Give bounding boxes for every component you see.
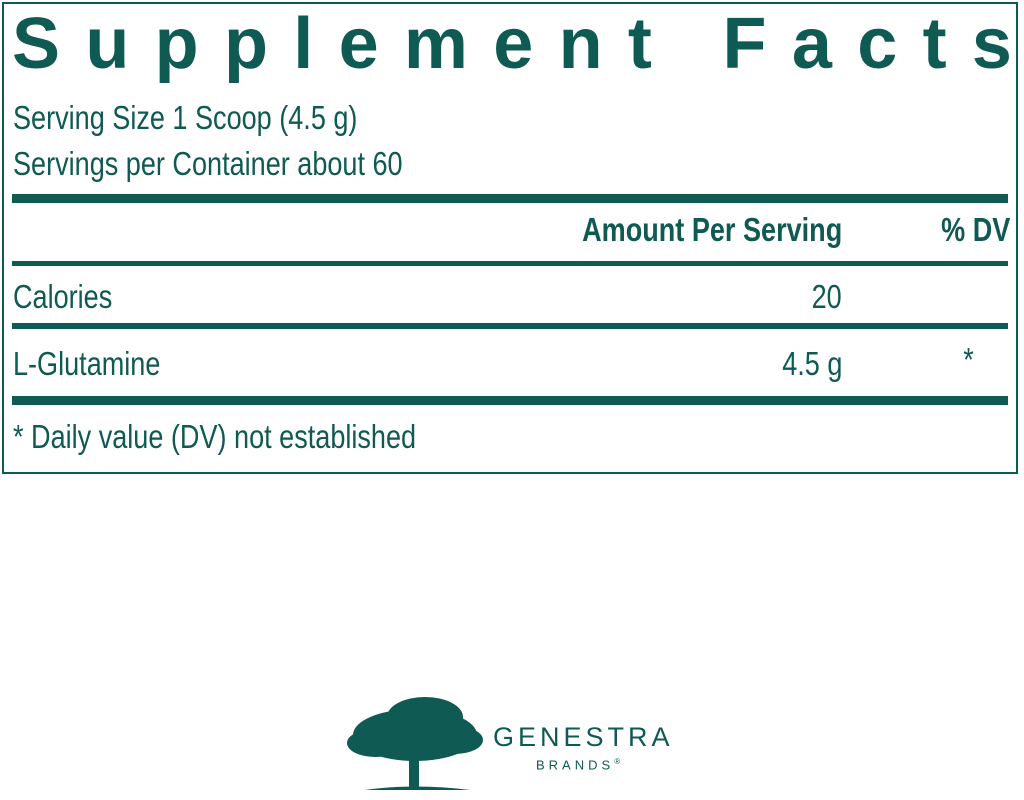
thick-divider xyxy=(12,194,1008,203)
divider xyxy=(12,261,1008,266)
title-letter: e xyxy=(493,4,534,84)
title-letter: p xyxy=(154,4,199,84)
footnote: * Daily value (DV) not established xyxy=(13,418,417,455)
brand-subtitle: BRANDS® xyxy=(536,757,620,772)
servings-per-container: Servings per Container about 60 xyxy=(13,145,403,182)
title-letter: l xyxy=(293,4,314,84)
row-name: Calories xyxy=(13,278,113,315)
title-letter: t xyxy=(627,4,652,84)
title-letter: p xyxy=(223,4,268,84)
brand-sub: BRANDS xyxy=(536,757,615,773)
supplement-facts-panel xyxy=(2,2,1018,474)
title-letter: m xyxy=(403,4,468,84)
title-letter: F xyxy=(722,4,767,84)
tree-logo-icon xyxy=(347,697,483,790)
title-letter: e xyxy=(338,4,379,84)
registered-mark: ® xyxy=(614,757,621,766)
thick-divider xyxy=(12,396,1008,405)
title-letter: S xyxy=(12,4,61,84)
brand-name: GENESTRA xyxy=(493,722,674,752)
title-letter xyxy=(677,4,697,84)
row-amount: 20 xyxy=(811,278,842,315)
row-amount: 4.5 g xyxy=(781,345,842,382)
row-name: L-Glutamine xyxy=(13,345,161,382)
row-dv: * xyxy=(963,341,974,378)
dv-header: % DV xyxy=(940,211,1010,248)
title-letter: s xyxy=(971,4,1012,84)
title-letter: t xyxy=(922,4,947,84)
amount-per-serving-header: Amount Per Serving xyxy=(581,211,842,248)
divider xyxy=(12,323,1008,329)
title-letter: n xyxy=(558,4,603,84)
title-letter: u xyxy=(85,4,130,84)
serving-size: Serving Size 1 Scoop (4.5 g) xyxy=(13,99,358,136)
title-letter: c xyxy=(857,4,898,84)
title-letter: a xyxy=(791,4,832,84)
